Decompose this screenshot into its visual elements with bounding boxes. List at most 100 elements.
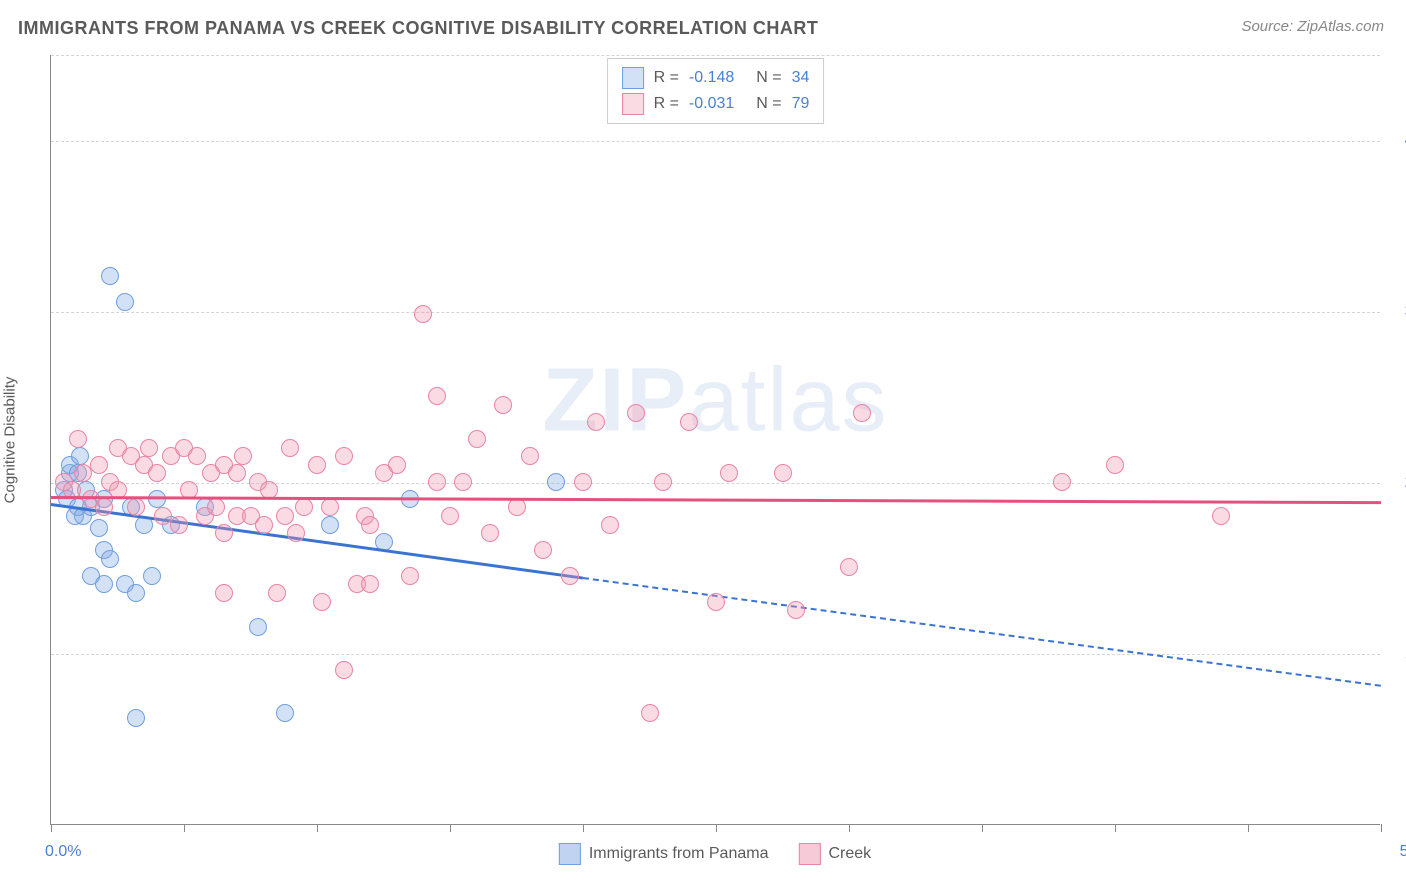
stat-n-value: 34 bbox=[792, 69, 810, 87]
stat-n-label: N = bbox=[756, 69, 781, 87]
point-panama bbox=[90, 519, 108, 537]
x-tick bbox=[450, 824, 451, 832]
stat-r-value: -0.148 bbox=[689, 69, 734, 87]
point-creek bbox=[234, 447, 252, 465]
point-creek bbox=[321, 498, 339, 516]
point-creek bbox=[787, 601, 805, 619]
point-creek bbox=[148, 464, 166, 482]
point-creek bbox=[521, 447, 539, 465]
point-panama bbox=[276, 704, 294, 722]
point-creek bbox=[255, 516, 273, 534]
point-panama bbox=[116, 293, 134, 311]
y-tick-label: 10.0% bbox=[1385, 645, 1406, 663]
point-creek bbox=[215, 584, 233, 602]
point-creek bbox=[207, 498, 225, 516]
point-panama bbox=[127, 584, 145, 602]
point-creek bbox=[95, 498, 113, 516]
gridline bbox=[51, 654, 1380, 655]
legend-label: Creek bbox=[828, 845, 871, 863]
point-creek bbox=[774, 464, 792, 482]
stats-row: R = -0.031 N = 79 bbox=[622, 91, 810, 117]
stat-r-label: R = bbox=[654, 69, 679, 87]
x-tick bbox=[849, 824, 850, 832]
x-tick bbox=[1381, 824, 1382, 832]
point-creek bbox=[428, 473, 446, 491]
point-creek bbox=[454, 473, 472, 491]
point-creek bbox=[680, 413, 698, 431]
point-creek bbox=[481, 524, 499, 542]
point-creek bbox=[308, 456, 326, 474]
chart-container: Cognitive Disability ZIPatlas R = -0.148… bbox=[50, 55, 1380, 825]
point-creek bbox=[627, 404, 645, 422]
point-creek bbox=[1106, 456, 1124, 474]
point-creek bbox=[534, 541, 552, 559]
point-creek bbox=[281, 439, 299, 457]
gridline bbox=[51, 55, 1380, 56]
point-creek bbox=[335, 661, 353, 679]
point-creek bbox=[654, 473, 672, 491]
point-panama bbox=[249, 618, 267, 636]
point-creek bbox=[574, 473, 592, 491]
y-tick-label: 30.0% bbox=[1385, 303, 1406, 321]
point-panama bbox=[101, 550, 119, 568]
legend-label: Immigrants from Panama bbox=[589, 845, 769, 863]
watermark-prefix: ZIP bbox=[542, 351, 688, 451]
point-creek bbox=[313, 593, 331, 611]
point-creek bbox=[401, 567, 419, 585]
point-creek bbox=[707, 593, 725, 611]
stat-n-value: 79 bbox=[792, 95, 810, 113]
point-panama bbox=[71, 447, 89, 465]
point-creek bbox=[853, 404, 871, 422]
point-creek bbox=[287, 524, 305, 542]
point-creek bbox=[414, 305, 432, 323]
source-label: Source: ZipAtlas.com bbox=[1241, 18, 1384, 35]
x-tick bbox=[1248, 824, 1249, 832]
point-creek bbox=[561, 567, 579, 585]
gridline bbox=[51, 312, 1380, 313]
x-tick bbox=[716, 824, 717, 832]
x-tick bbox=[184, 824, 185, 832]
point-creek bbox=[441, 507, 459, 525]
point-creek bbox=[170, 516, 188, 534]
x-axis-min-label: 0.0% bbox=[45, 843, 81, 861]
point-creek bbox=[601, 516, 619, 534]
point-panama bbox=[321, 516, 339, 534]
point-creek bbox=[361, 575, 379, 593]
point-panama bbox=[547, 473, 565, 491]
trend-line-panama-dashed bbox=[583, 577, 1381, 687]
point-creek bbox=[188, 447, 206, 465]
point-creek bbox=[109, 439, 127, 457]
point-creek bbox=[641, 704, 659, 722]
point-creek bbox=[127, 498, 145, 516]
gridline bbox=[51, 141, 1380, 142]
stat-r-value: -0.031 bbox=[689, 95, 734, 113]
stat-r-label: R = bbox=[654, 95, 679, 113]
point-creek bbox=[494, 396, 512, 414]
point-creek bbox=[388, 456, 406, 474]
x-axis-max-label: 50.0% bbox=[1400, 843, 1406, 861]
x-tick bbox=[1115, 824, 1116, 832]
point-creek bbox=[140, 439, 158, 457]
watermark: ZIPatlas bbox=[542, 350, 888, 453]
legend-swatch bbox=[798, 843, 820, 865]
point-creek bbox=[268, 584, 286, 602]
point-creek bbox=[428, 387, 446, 405]
point-creek bbox=[276, 507, 294, 525]
trend-line-creek bbox=[51, 496, 1381, 504]
chart-title: IMMIGRANTS FROM PANAMA VS CREEK COGNITIV… bbox=[18, 18, 818, 39]
point-panama bbox=[127, 709, 145, 727]
point-creek bbox=[215, 524, 233, 542]
watermark-suffix: atlas bbox=[688, 351, 888, 451]
point-creek bbox=[90, 456, 108, 474]
point-creek bbox=[720, 464, 738, 482]
point-creek bbox=[587, 413, 605, 431]
point-creek bbox=[468, 430, 486, 448]
point-creek bbox=[1053, 473, 1071, 491]
legend-item: Creek bbox=[798, 843, 871, 865]
point-creek bbox=[295, 498, 313, 516]
x-tick bbox=[317, 824, 318, 832]
stats-legend-box: R = -0.148 N = 34 R = -0.031 N = 79 bbox=[607, 58, 825, 124]
point-creek bbox=[69, 430, 87, 448]
stat-n-label: N = bbox=[756, 95, 781, 113]
legend-item: Immigrants from Panama bbox=[559, 843, 769, 865]
